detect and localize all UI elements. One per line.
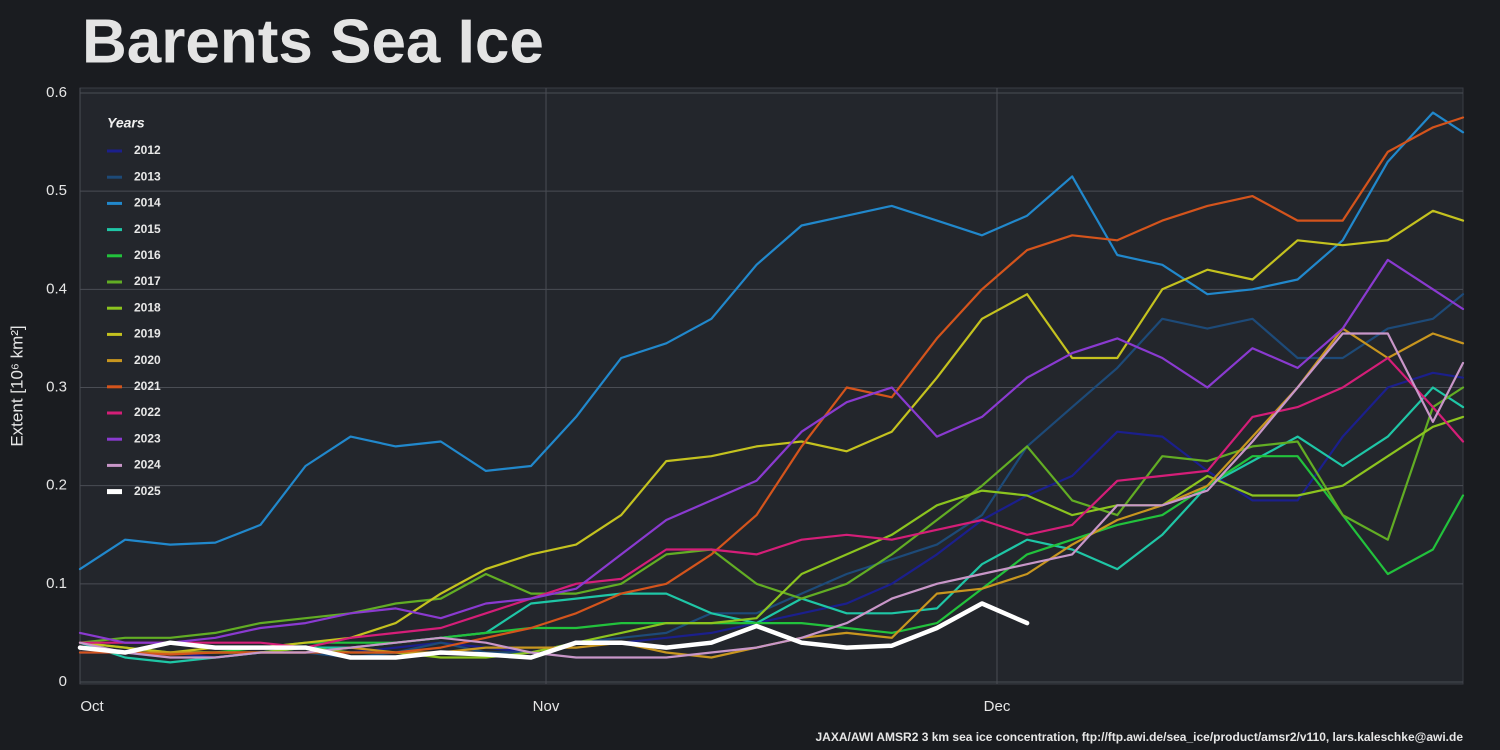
legend-title: Years xyxy=(107,115,145,131)
legend-label: 2014 xyxy=(134,196,161,210)
legend-label: 2025 xyxy=(134,484,161,498)
series-line xyxy=(78,209,1465,654)
x-tick-label: Nov xyxy=(533,698,560,715)
x-tick-label: Dec xyxy=(984,698,1011,715)
series-line xyxy=(78,356,1465,649)
grid: 0 0.1 0.2 0.3 0.4 0.5 0.6 Oct Nov Dec xyxy=(46,84,1463,715)
legend-label: 2013 xyxy=(134,169,161,183)
chart-title: Barents Sea Ice xyxy=(82,7,544,76)
plot-area xyxy=(79,87,1464,685)
y-tick-label: 0.3 xyxy=(46,378,67,395)
lines xyxy=(77,111,1465,664)
legend-label: 2022 xyxy=(134,405,161,419)
legend-label: 2012 xyxy=(134,143,161,157)
y-tick-label: 0.6 xyxy=(46,84,67,101)
legend-label: 2018 xyxy=(134,300,161,314)
y-tick-label: 0.2 xyxy=(46,477,67,494)
legend-label: 2023 xyxy=(134,431,161,445)
legend-label: 2024 xyxy=(134,458,161,472)
legend-label: 2020 xyxy=(134,353,161,367)
y-tick-label: 0 xyxy=(59,673,67,690)
series-line xyxy=(77,601,1030,660)
legend-label: 2017 xyxy=(134,274,161,288)
legend-label: 2016 xyxy=(134,248,161,262)
y-tick-label: 0.1 xyxy=(46,575,67,592)
legend: Years 2012 2013 2014 2015 2016 2017 2018 2019 20… xyxy=(107,115,161,498)
x-tick-label: Oct xyxy=(80,698,104,715)
legend-label: 2019 xyxy=(134,327,161,341)
y-tick-label: 0.4 xyxy=(46,280,67,297)
series-line xyxy=(78,111,1465,571)
y-axis-label: Extent [10⁶ km²] xyxy=(7,325,26,446)
legend-label: 2021 xyxy=(134,379,161,393)
series-line xyxy=(78,332,1465,659)
series-line xyxy=(78,258,1465,644)
legend-label: 2015 xyxy=(134,222,161,236)
y-tick-label: 0.5 xyxy=(46,182,67,199)
source-note: JAXA/AWI AMSR2 3 km sea ice concentratio… xyxy=(815,730,1463,744)
